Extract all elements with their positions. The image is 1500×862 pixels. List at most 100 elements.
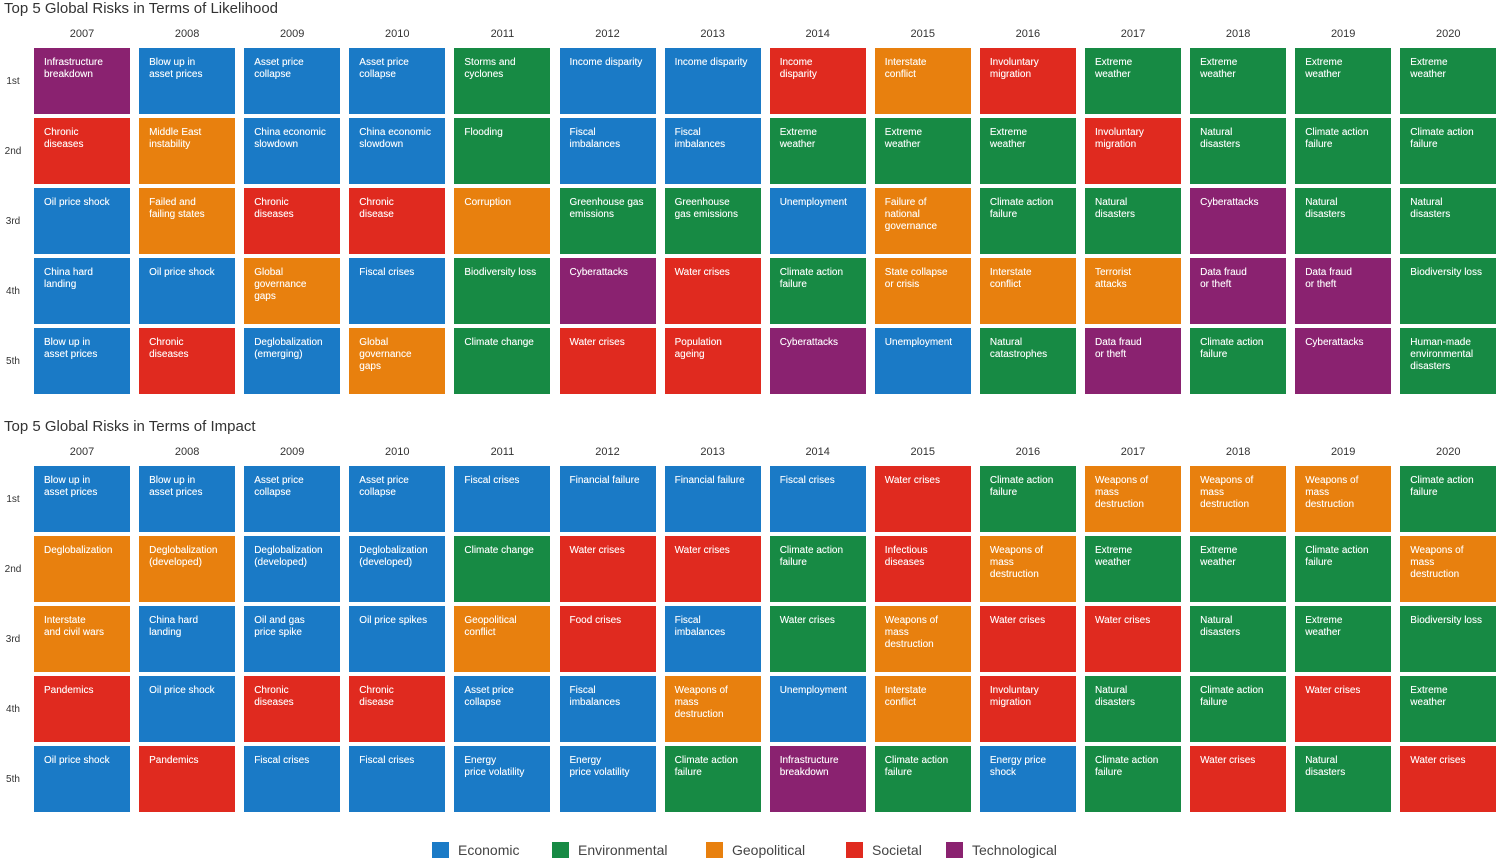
risk-cell: Energy price volatility xyxy=(559,746,656,812)
risk-cell: Interstate conflict xyxy=(874,48,971,114)
year-label: 2017 xyxy=(1120,446,1146,458)
risk-cell: Deglobalization (developed) xyxy=(349,536,446,602)
risk-cell: Asset price collapse xyxy=(244,48,341,114)
risk-cell: Data fraud or theft xyxy=(1085,328,1181,394)
risk-label: Natural catastrophes xyxy=(989,337,1048,360)
risk-label: Fiscal imbalances xyxy=(569,685,621,708)
risk-cell: Fiscal crises xyxy=(769,466,866,532)
risk-label: Data fraud or theft xyxy=(1305,267,1352,290)
year-label: 2018 xyxy=(1225,28,1251,40)
risk-label: Water crises xyxy=(1305,685,1361,696)
risk-cell: Chronic diseases xyxy=(244,188,341,254)
risk-cell: Unemployment xyxy=(874,328,971,394)
risk-cell: Involuntary migration xyxy=(979,48,1076,114)
risk-cell: Climate action failure xyxy=(664,746,761,812)
risk-label: Deglobalization (developed) xyxy=(149,545,218,568)
risk-label: Cyberattacks xyxy=(779,337,839,348)
risk-label: Extreme weather xyxy=(1410,685,1448,708)
year-label: 2007 xyxy=(69,28,95,40)
risk-cell: Fiscal imbalances xyxy=(559,118,656,184)
risk-cell: Involuntary migration xyxy=(979,676,1076,742)
year-label: 2013 xyxy=(700,28,725,40)
risk-label: Storms and cyclones xyxy=(464,57,516,80)
risk-cell: Cyberattacks xyxy=(1295,328,1392,394)
risk-label: Deglobalization (developed) xyxy=(359,545,428,568)
year-label: 2019 xyxy=(1330,446,1356,458)
rank-label: 1st xyxy=(6,494,20,505)
legend-label: Societal xyxy=(872,842,922,858)
risk-label: Financial failure xyxy=(569,475,640,486)
risk-label: Energy price volatility xyxy=(569,755,630,778)
risk-cell: Water crises xyxy=(664,536,761,602)
risk-cell: Income disparity xyxy=(769,48,866,114)
likelihood-section: Top 5 Global Risks in Terms of Likelihoo… xyxy=(0,0,1500,412)
risk-cell: Biodiversity loss xyxy=(1400,258,1497,324)
risk-cell: Biodiversity loss xyxy=(454,258,551,324)
risk-label: Deglobalization (emerging) xyxy=(254,337,323,360)
year-label: 2010 xyxy=(385,28,410,40)
risk-cell: Extreme weather xyxy=(769,118,866,184)
risk-cell: Extreme weather xyxy=(1085,536,1181,602)
risk-cell: Deglobalization (developed) xyxy=(139,536,236,602)
risk-label: Climate action failure xyxy=(674,755,738,778)
risk-cell: Weapons of mass destruction xyxy=(874,606,971,672)
risk-label: Water crises xyxy=(569,545,625,556)
year-label: 2015 xyxy=(910,446,936,458)
risk-cell: Chronic diseases xyxy=(244,676,341,742)
risk-cell: Water crises xyxy=(1190,746,1287,812)
risk-label: Financial failure xyxy=(674,475,745,486)
risk-cell: Natural catastrophes xyxy=(979,328,1076,394)
risk-cell: Climate action failure xyxy=(1190,328,1287,394)
risk-cell: Fiscal imbalances xyxy=(664,118,761,184)
risk-cell: Water crises xyxy=(1085,606,1181,672)
risk-label: Energy price shock xyxy=(989,755,1047,778)
rank-label: 5th xyxy=(6,774,20,785)
risk-cell: Weapons of mass destruction xyxy=(1295,466,1392,532)
risk-cell: Climate action failure xyxy=(1295,118,1392,184)
risk-label: Oil price shock xyxy=(44,755,110,766)
risk-label: Geopolitical conflict xyxy=(464,615,517,638)
risk-cell: Weapons of mass destruction xyxy=(979,536,1076,602)
risk-label: Natural disasters xyxy=(1095,685,1136,708)
risk-label: Water crises xyxy=(779,615,835,626)
risk-cell: Natural disasters xyxy=(1190,606,1287,672)
risk-label: Climate action failure xyxy=(779,267,844,290)
risk-label: Flooding xyxy=(464,127,503,138)
risk-label: Water crises xyxy=(569,337,625,348)
risk-cell: Climate action failure xyxy=(874,746,971,812)
risk-cell: Natural disasters xyxy=(1400,188,1497,254)
risk-label: Cyberattacks xyxy=(1200,197,1259,208)
risk-cell: Fiscal crises xyxy=(454,466,551,532)
risk-label: Climate action failure xyxy=(1305,127,1369,150)
risk-cell: Blow up in asset prices xyxy=(34,466,130,532)
risk-label: Weapons of mass destruction xyxy=(1200,475,1254,510)
risk-label: Oil price shock xyxy=(149,267,215,278)
risk-label: Fiscal crises xyxy=(359,755,415,766)
risk-label: Climate action failure xyxy=(1410,127,1474,150)
risk-cell: Greenhouse gas emissions xyxy=(664,188,761,254)
risk-cell: Extreme weather xyxy=(1085,48,1181,114)
risk-label: Pandemics xyxy=(44,685,94,696)
risk-cell: Cyberattacks xyxy=(769,328,866,394)
risk-cell: State collapse or crisis xyxy=(874,258,971,324)
risk-label: Fiscal crises xyxy=(779,475,835,486)
risk-label: Chronic diseases xyxy=(254,197,294,220)
risk-label: Biodiversity loss xyxy=(464,267,537,278)
risk-label: China hard landing xyxy=(149,615,199,638)
risk-label: Fiscal crises xyxy=(254,755,310,766)
risk-cell: Water crises xyxy=(1400,746,1497,812)
risk-cell: Fiscal crises xyxy=(244,746,341,812)
risk-label: Fiscal crises xyxy=(359,267,415,278)
risk-label: Water crises xyxy=(1200,755,1256,766)
risk-cell: Involuntary migration xyxy=(1085,118,1181,184)
risk-label: Climate change xyxy=(464,545,534,556)
risk-cell: Climate action failure xyxy=(1400,118,1497,184)
risk-cell: Energy price volatility xyxy=(454,746,551,812)
risk-cell: Weapons of mass destruction xyxy=(1085,466,1181,532)
risk-cell: Extreme weather xyxy=(1190,536,1287,602)
risk-cell: Asset price collapse xyxy=(349,48,446,114)
risk-label: Weapons of mass destruction xyxy=(989,545,1044,580)
risk-label: Interstate conflict xyxy=(884,57,927,80)
rank-label: 5th xyxy=(6,356,20,367)
risk-label: Chronic disease xyxy=(359,197,394,220)
